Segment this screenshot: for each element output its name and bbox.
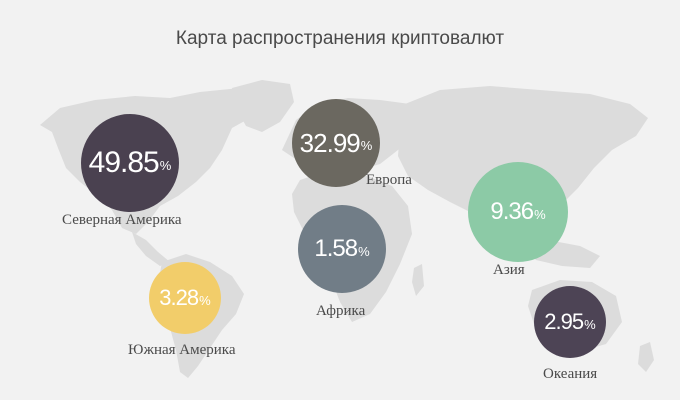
- label-asia: Азия: [493, 262, 525, 278]
- bubble-south-america: 3.28%: [149, 262, 221, 334]
- bubble-north-america: 49.85%: [81, 114, 179, 212]
- label-south-america: Южная Америка: [128, 342, 236, 358]
- label-oceania: Океания: [543, 366, 598, 382]
- unit-asia: %: [534, 206, 546, 222]
- landmass-central-america: [132, 232, 170, 266]
- unit-africa: %: [358, 243, 370, 259]
- bubble-oceania: 2.95%: [534, 286, 606, 358]
- bubble-europe: 32.99%: [292, 99, 380, 187]
- label-europe: Европа: [366, 172, 412, 188]
- unit-europe: %: [360, 137, 373, 153]
- label-africa: Африка: [316, 303, 366, 319]
- label-north-america: Северная Америка: [62, 212, 182, 228]
- landmass-new-zealand: [638, 342, 654, 372]
- bubble-asia: 9.36%: [468, 162, 568, 262]
- bubble-africa: 1.58%: [298, 205, 386, 293]
- value-asia: 9.36: [490, 198, 534, 225]
- value-oceania: 2.95: [544, 309, 584, 334]
- unit-south-america: %: [199, 292, 211, 308]
- value-north-america: 49.85: [88, 146, 160, 179]
- value-europe: 32.99: [299, 127, 361, 158]
- page-title: Карта распространения криптовалют: [175, 28, 505, 49]
- unit-north-america: %: [159, 157, 172, 173]
- value-africa: 1.58: [314, 235, 358, 262]
- landmass-madagascar: [412, 264, 424, 296]
- unit-oceania: %: [584, 316, 596, 332]
- value-south-america: 3.28: [159, 285, 199, 310]
- landmass-greenland: [232, 80, 294, 132]
